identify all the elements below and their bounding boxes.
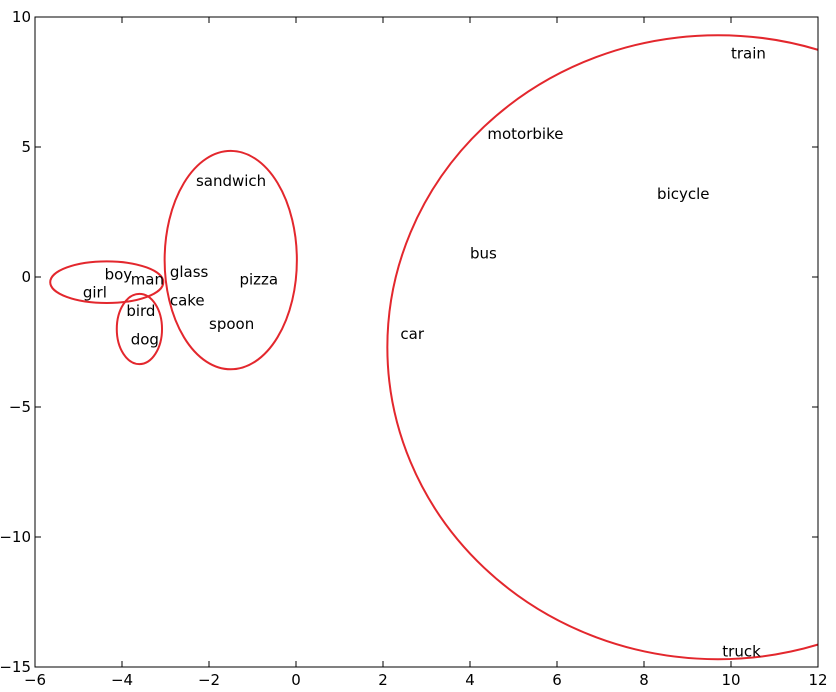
cluster-outlines	[49, 34, 818, 661]
x-tick-label: −6	[24, 671, 46, 689]
y-tick-label: −5	[9, 398, 31, 416]
cluster-ellipse-1	[49, 260, 165, 305]
x-tick-label: 2	[378, 671, 388, 689]
y-tick-label: 5	[21, 138, 31, 156]
x-tick-label: 8	[639, 671, 649, 689]
point-label-man: man	[131, 271, 164, 289]
cluster-ellipse-2	[115, 292, 164, 366]
cluster-ellipse-4	[386, 34, 818, 661]
x-tick-label: −4	[111, 671, 133, 689]
axis-ticks: −6 −4 −2 0 2 4 6 8 10 12 −15 −10 −5 0 5 10	[0, 8, 828, 689]
y-tick-label: −15	[0, 658, 31, 676]
x-tick-label: 10	[721, 671, 740, 689]
point-label-motorbike: motorbike	[487, 125, 563, 143]
x-tick-label: −2	[198, 671, 220, 689]
point-label-bird: bird	[126, 302, 155, 320]
point-label-glass: glass	[170, 263, 209, 281]
x-tick-label: 0	[291, 671, 301, 689]
point-label-truck: truck	[722, 642, 761, 660]
point-label-dog: dog	[131, 330, 159, 348]
x-tick-label: 6	[552, 671, 562, 689]
point-label-car: car	[400, 325, 424, 343]
y-tick-label: 10	[12, 8, 31, 26]
point-label-bus: bus	[470, 245, 497, 263]
point-label-cake: cake	[170, 291, 205, 309]
x-tick-label: 4	[465, 671, 475, 689]
point-label-bicycle: bicycle	[657, 185, 709, 203]
point-label-spoon: spoon	[209, 315, 254, 333]
point-label-train: train	[731, 44, 766, 62]
plot-frame	[34, 16, 819, 668]
x-tick-label: 12	[808, 671, 827, 689]
y-tick-label: −10	[0, 528, 31, 546]
point-label-girl: girl	[83, 284, 107, 302]
cluster-ellipse-3	[163, 149, 298, 371]
point-label-pizza: pizza	[239, 271, 278, 289]
point-label-sandwich: sandwich	[196, 172, 266, 190]
y-tick-label: 0	[21, 268, 31, 286]
point-label-boy: boy	[105, 265, 133, 283]
